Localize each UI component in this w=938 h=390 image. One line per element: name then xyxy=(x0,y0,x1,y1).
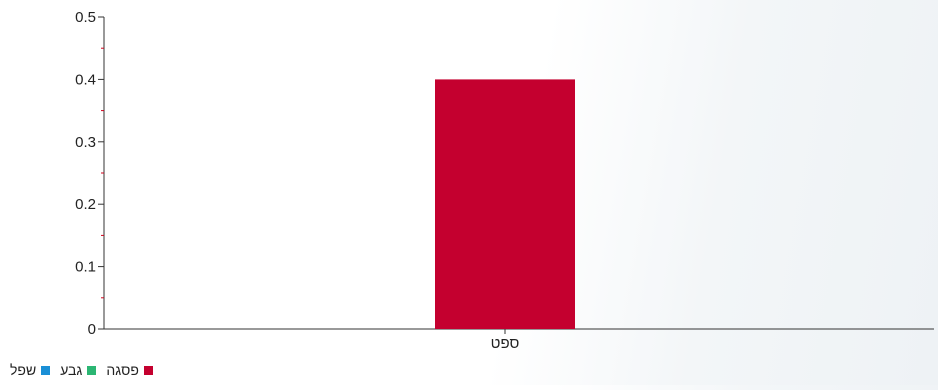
legend-item-peak[interactable]: פסגה xyxy=(106,362,153,378)
y-tick-label: 0.5 xyxy=(75,9,96,26)
y-tick-label: 0 xyxy=(88,321,96,338)
y-tick-label: 0.1 xyxy=(75,259,96,276)
legend-label-low: שפל xyxy=(10,362,37,378)
legend: פסגה גבע שפל xyxy=(10,361,153,379)
legend-label-peak: פסגה xyxy=(106,362,139,378)
legend-item-low[interactable]: שפל xyxy=(10,362,51,378)
bar-0-0 xyxy=(435,79,575,330)
y-tick-label: 0.4 xyxy=(75,71,96,88)
legend-swatch-hill xyxy=(87,365,97,375)
y-tick-label: 0.3 xyxy=(75,134,96,151)
legend-item-hill[interactable]: גבע xyxy=(60,362,97,378)
y-tick-label: 0.2 xyxy=(75,196,96,213)
x-tick-label: ספט xyxy=(491,335,520,352)
legend-swatch-low xyxy=(41,365,51,375)
legend-swatch-peak xyxy=(143,365,153,375)
legend-label-hill: גבע xyxy=(60,362,83,378)
